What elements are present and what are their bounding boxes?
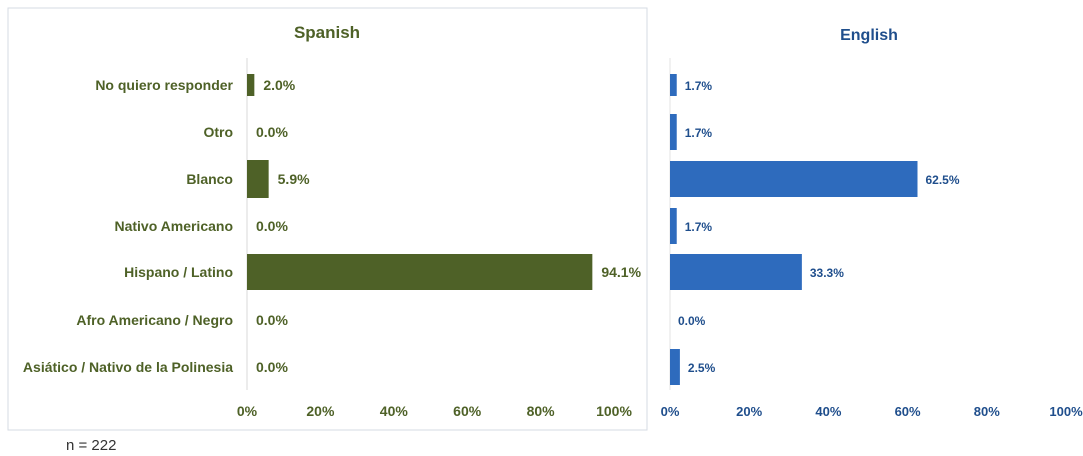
spanish-chart-title: Spanish	[294, 23, 360, 42]
english-bar-2	[670, 161, 918, 197]
english-bar-3	[670, 208, 677, 244]
spanish-x-tick-label-5: 100%	[596, 403, 632, 419]
spanish-x-tick-label-4: 80%	[527, 403, 556, 419]
english-x-tick-label-3: 60%	[895, 404, 921, 419]
spanish-bar-2	[247, 160, 269, 198]
spanish-value-label-1: 0.0%	[256, 124, 288, 140]
english-bar-6	[670, 349, 680, 385]
spanish-value-label-3: 0.0%	[256, 218, 288, 234]
english-value-label-3: 1.7%	[685, 220, 713, 234]
spanish-value-label-6: 0.0%	[256, 359, 288, 375]
english-x-tick-label-4: 80%	[974, 404, 1000, 419]
spanish-bar-0	[247, 74, 255, 96]
spanish-category-label-4: Hispano / Latino	[124, 264, 233, 280]
spanish-bar-4	[247, 254, 593, 290]
sample-size-note: n = 222	[66, 437, 117, 454]
english-bar-4	[670, 254, 802, 290]
spanish-category-label-6: Asiático / Nativo de la Polinesia	[23, 359, 233, 375]
english-x-tick-label-5: 100%	[1049, 404, 1083, 419]
english-x-tick-label-1: 20%	[736, 404, 762, 419]
spanish-chart-frame	[7, 7, 648, 431]
english-value-label-6: 2.5%	[688, 361, 716, 375]
spanish-category-label-3: Nativo Americano	[114, 218, 233, 234]
spanish-value-label-5: 0.0%	[256, 312, 288, 328]
spanish-value-label-0: 2.0%	[263, 77, 295, 93]
english-value-label-2: 62.5%	[926, 173, 960, 187]
spanish-category-label-0: No quiero responder	[95, 77, 233, 93]
spanish-value-label-4: 94.1%	[601, 264, 641, 280]
spanish-value-label-2: 5.9%	[278, 171, 310, 187]
english-value-label-4: 33.3%	[810, 266, 844, 280]
english-value-label-1: 1.7%	[685, 126, 713, 140]
english-value-label-0: 1.7%	[685, 79, 713, 93]
spanish-category-label-1: Otro	[203, 124, 233, 140]
english-value-label-5: 0.0%	[678, 314, 706, 328]
english-bar-0	[670, 74, 677, 96]
english-x-tick-label-0: 0%	[661, 404, 680, 419]
english-chart-title: English	[840, 27, 898, 44]
spanish-x-tick-label-1: 20%	[306, 403, 335, 419]
english-x-tick-label-2: 40%	[815, 404, 841, 419]
spanish-category-label-5: Afro Americano / Negro	[76, 312, 233, 328]
english-bar-1	[670, 114, 677, 150]
spanish-x-tick-label-2: 40%	[380, 403, 409, 419]
english-chart: English 1.7% 1.7% 62.5% 1.7% 33.3% 0.0% 2.5% 0…	[661, 27, 1083, 419]
spanish-chart: Spanish No quiero responder Otro Blanco Nat…	[7, 7, 648, 431]
spanish-category-label-2: Blanco	[186, 171, 233, 187]
spanish-x-tick-label-0: 0%	[237, 403, 258, 419]
spanish-x-tick-label-3: 60%	[453, 403, 482, 419]
